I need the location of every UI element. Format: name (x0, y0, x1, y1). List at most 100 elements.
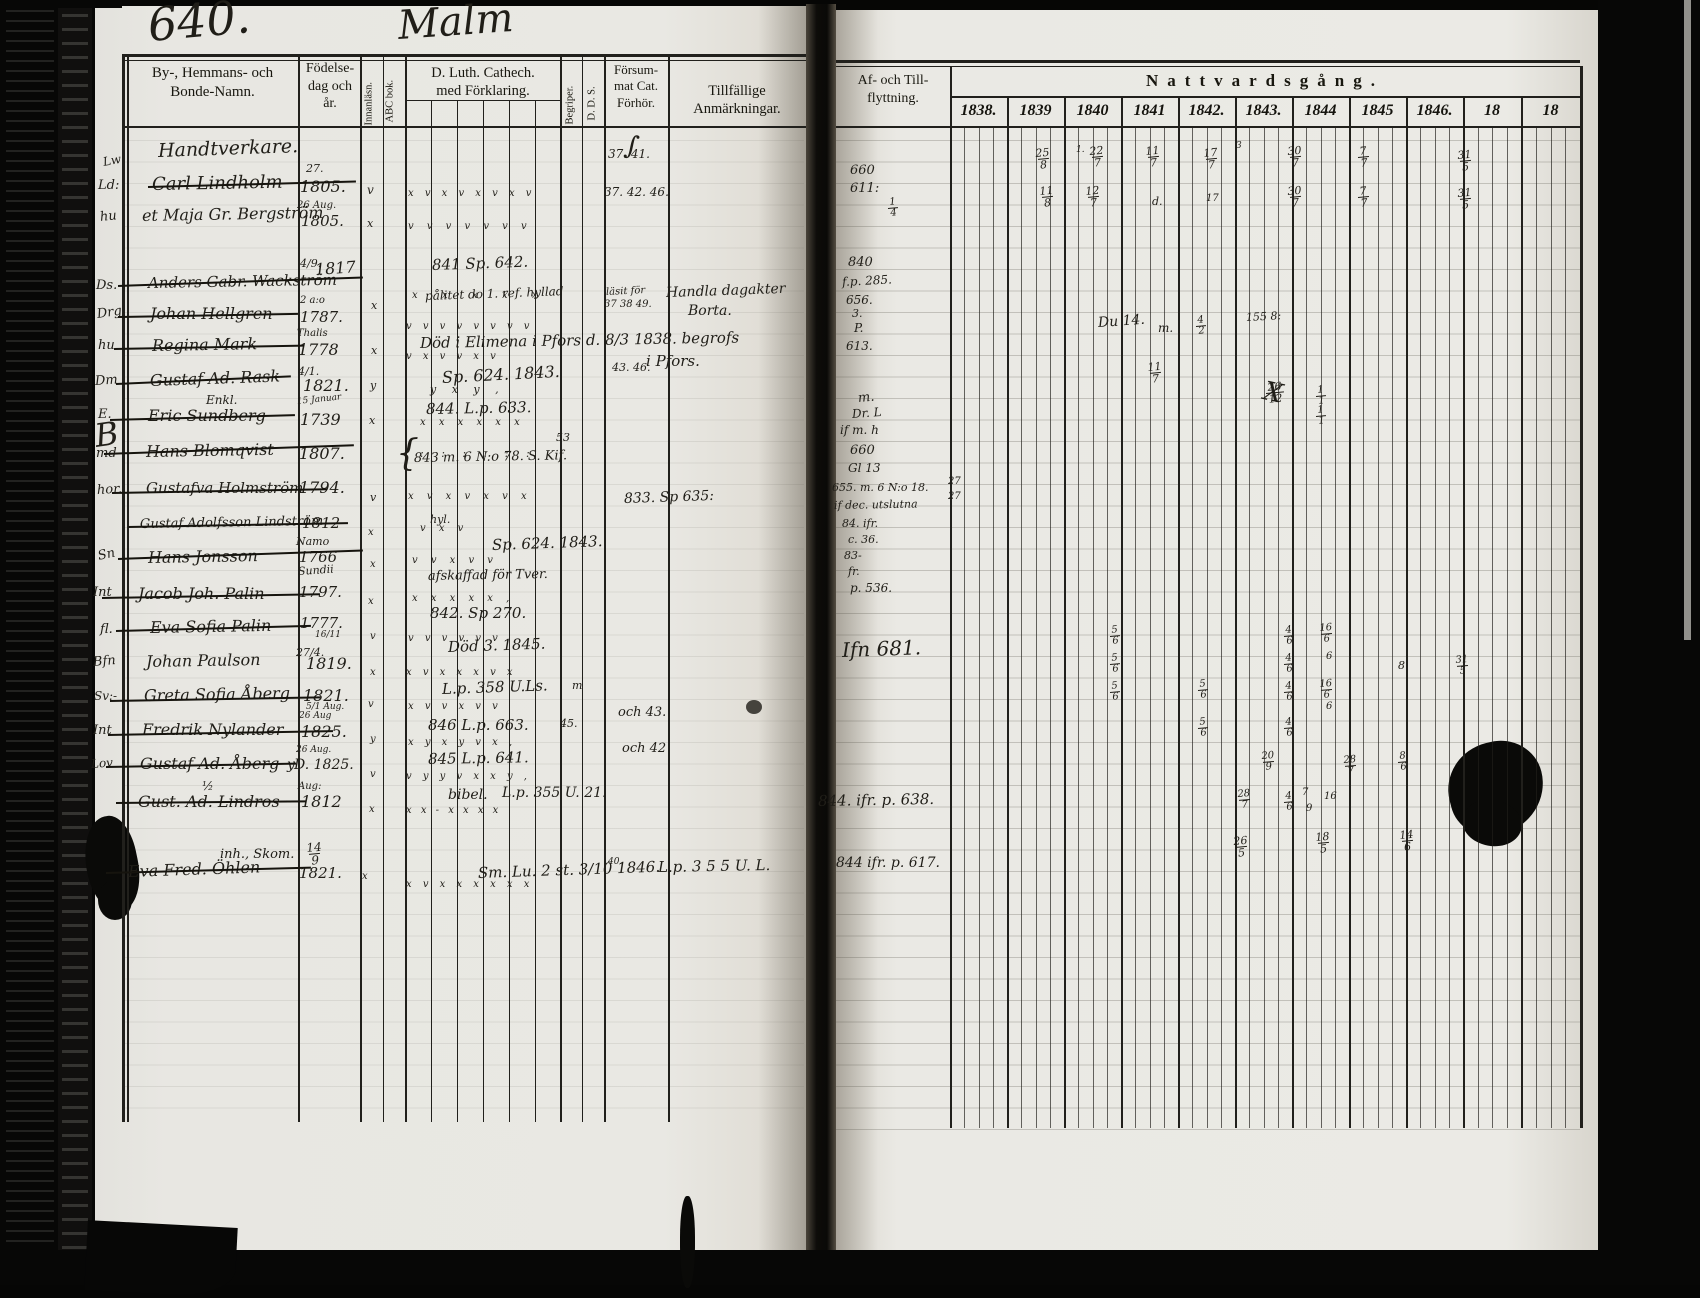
handwriting-note: 155 8: (1245, 309, 1282, 324)
handwriting-note: L.p. 355 U. 21. (502, 785, 607, 801)
grid-line (560, 54, 562, 1122)
handwriting-note: x (369, 804, 375, 815)
grid-line (405, 100, 560, 102)
grid-line (1492, 128, 1493, 1128)
handwriting-note: 655. m. 6 N:o 18. (832, 481, 929, 494)
column-header-names: By-, Hemmans- och Bonde-Namn. (151, 65, 274, 100)
handwriting-note: 846 L.p. 663. (428, 716, 529, 734)
handwriting-note: 16 6 (1318, 677, 1333, 701)
handwriting-note: 656. (846, 293, 873, 307)
handwriting-note: y (287, 757, 295, 773)
handwriting-note: 844. L.p. 633. (425, 398, 532, 418)
year-label: 1841 (1133, 102, 1166, 119)
handwriting-note: Bfn (92, 653, 117, 670)
column-header-anmarkningar: Tillfällige Anmärkningar. (693, 83, 781, 118)
handwriting-note: Sn (96, 545, 117, 564)
year-label: 1839 (1019, 102, 1052, 119)
handwriting-note: v x v (420, 523, 469, 534)
handwriting-note: Dm (94, 372, 119, 389)
handwriting-note: v x v v x v (406, 351, 500, 362)
handwriting-note: 28 7 (1236, 787, 1251, 811)
handwriting-note: c. 36. (848, 533, 879, 546)
handwriting-note: och 43. (618, 705, 667, 720)
handwriting-note: Ds. (96, 278, 118, 293)
grid-line (1178, 96, 1180, 1128)
grid-line (1220, 128, 1222, 1128)
grid-line (1535, 128, 1537, 1128)
handwriting-note: x v v x v v (408, 701, 502, 712)
grid-line (1349, 96, 1351, 1128)
column-header-cathech: D. Luth. Cathech. med Förklaring. (431, 65, 535, 100)
handwriting-note: 25 8 (1034, 145, 1050, 172)
grid-line (978, 128, 980, 1128)
handwriting-note: 1805. (301, 212, 344, 230)
grid-line (122, 54, 125, 1122)
handwriting-note: v (370, 769, 376, 780)
page-stack-texture (6, 0, 54, 1285)
grid-line (1206, 128, 1208, 1128)
grid-line (127, 54, 129, 1122)
handwriting-note: x (368, 596, 374, 607)
handwriting-note: 1766 (299, 548, 338, 566)
ink-smudge (746, 700, 762, 714)
handwriting-note: hyl. (430, 513, 451, 526)
grid-line (1135, 128, 1137, 1128)
handwriting-note: 30 7 (1286, 143, 1302, 170)
handwriting-note: Lov (90, 755, 114, 771)
scan-edge-sliver (1684, 0, 1691, 640)
handwriting-note: hor. (96, 481, 123, 498)
year-label: 1840 (1076, 102, 1109, 119)
handwriting-note: 2 a:o (300, 295, 325, 306)
grid-line (836, 126, 1580, 128)
year-label: 18 (1542, 102, 1559, 119)
grid-line (1035, 128, 1037, 1128)
handwriting-note: 30 7 (1286, 183, 1302, 210)
grid-line (964, 128, 966, 1128)
handwriting-note: 611: (850, 181, 880, 196)
handwriting-note: { (396, 433, 419, 474)
grid-line (483, 100, 484, 1122)
year-label: 1842. (1188, 102, 1225, 119)
handwriting-note: 27/4. (296, 646, 325, 659)
grid-line (1121, 96, 1123, 1128)
handwriting-note: 1. (1076, 145, 1085, 155)
handwriting-note: 1817 (314, 257, 357, 279)
grid-line (836, 60, 1580, 63)
handwriting-note: hu (99, 208, 118, 225)
grid-line (1521, 96, 1523, 1128)
handwriting-note: 12 7 (1084, 183, 1100, 210)
grid-line (1263, 128, 1265, 1128)
grid-line (1049, 128, 1051, 1128)
handwriting-note: 53 (556, 431, 570, 444)
handwriting-note: 11 8 (1038, 183, 1054, 210)
handwriting-note: v v v v v v v v (406, 321, 534, 332)
grid-line (1306, 128, 1308, 1128)
grid-line (509, 100, 510, 1122)
left-page-ruling (124, 140, 804, 1122)
right-page-ruling (836, 140, 1580, 1130)
handwriting-note: x (362, 871, 368, 882)
grid-line (383, 54, 384, 1122)
grid-line (950, 66, 952, 1128)
handwriting-note: 27. (306, 162, 324, 175)
handwriting-note: x (367, 217, 374, 230)
grid-line (1363, 128, 1365, 1128)
handwriting-note: 16/11 (315, 630, 341, 640)
grid-line (1249, 128, 1251, 1128)
year-label: 18 (1484, 102, 1500, 119)
handwriting-note: L.p. 3 5 5 U. L. (657, 856, 771, 876)
handwriting-note: 26 Aug (299, 711, 332, 721)
handwriting-note: 26 Aug. (296, 745, 332, 755)
column-header-forsummat: Försum-mat Cat. Förhör. (613, 62, 659, 110)
handwriting-note: 660 (850, 443, 875, 458)
handwriting-note: x (370, 667, 376, 678)
handwriting-note: 3. (852, 307, 863, 320)
